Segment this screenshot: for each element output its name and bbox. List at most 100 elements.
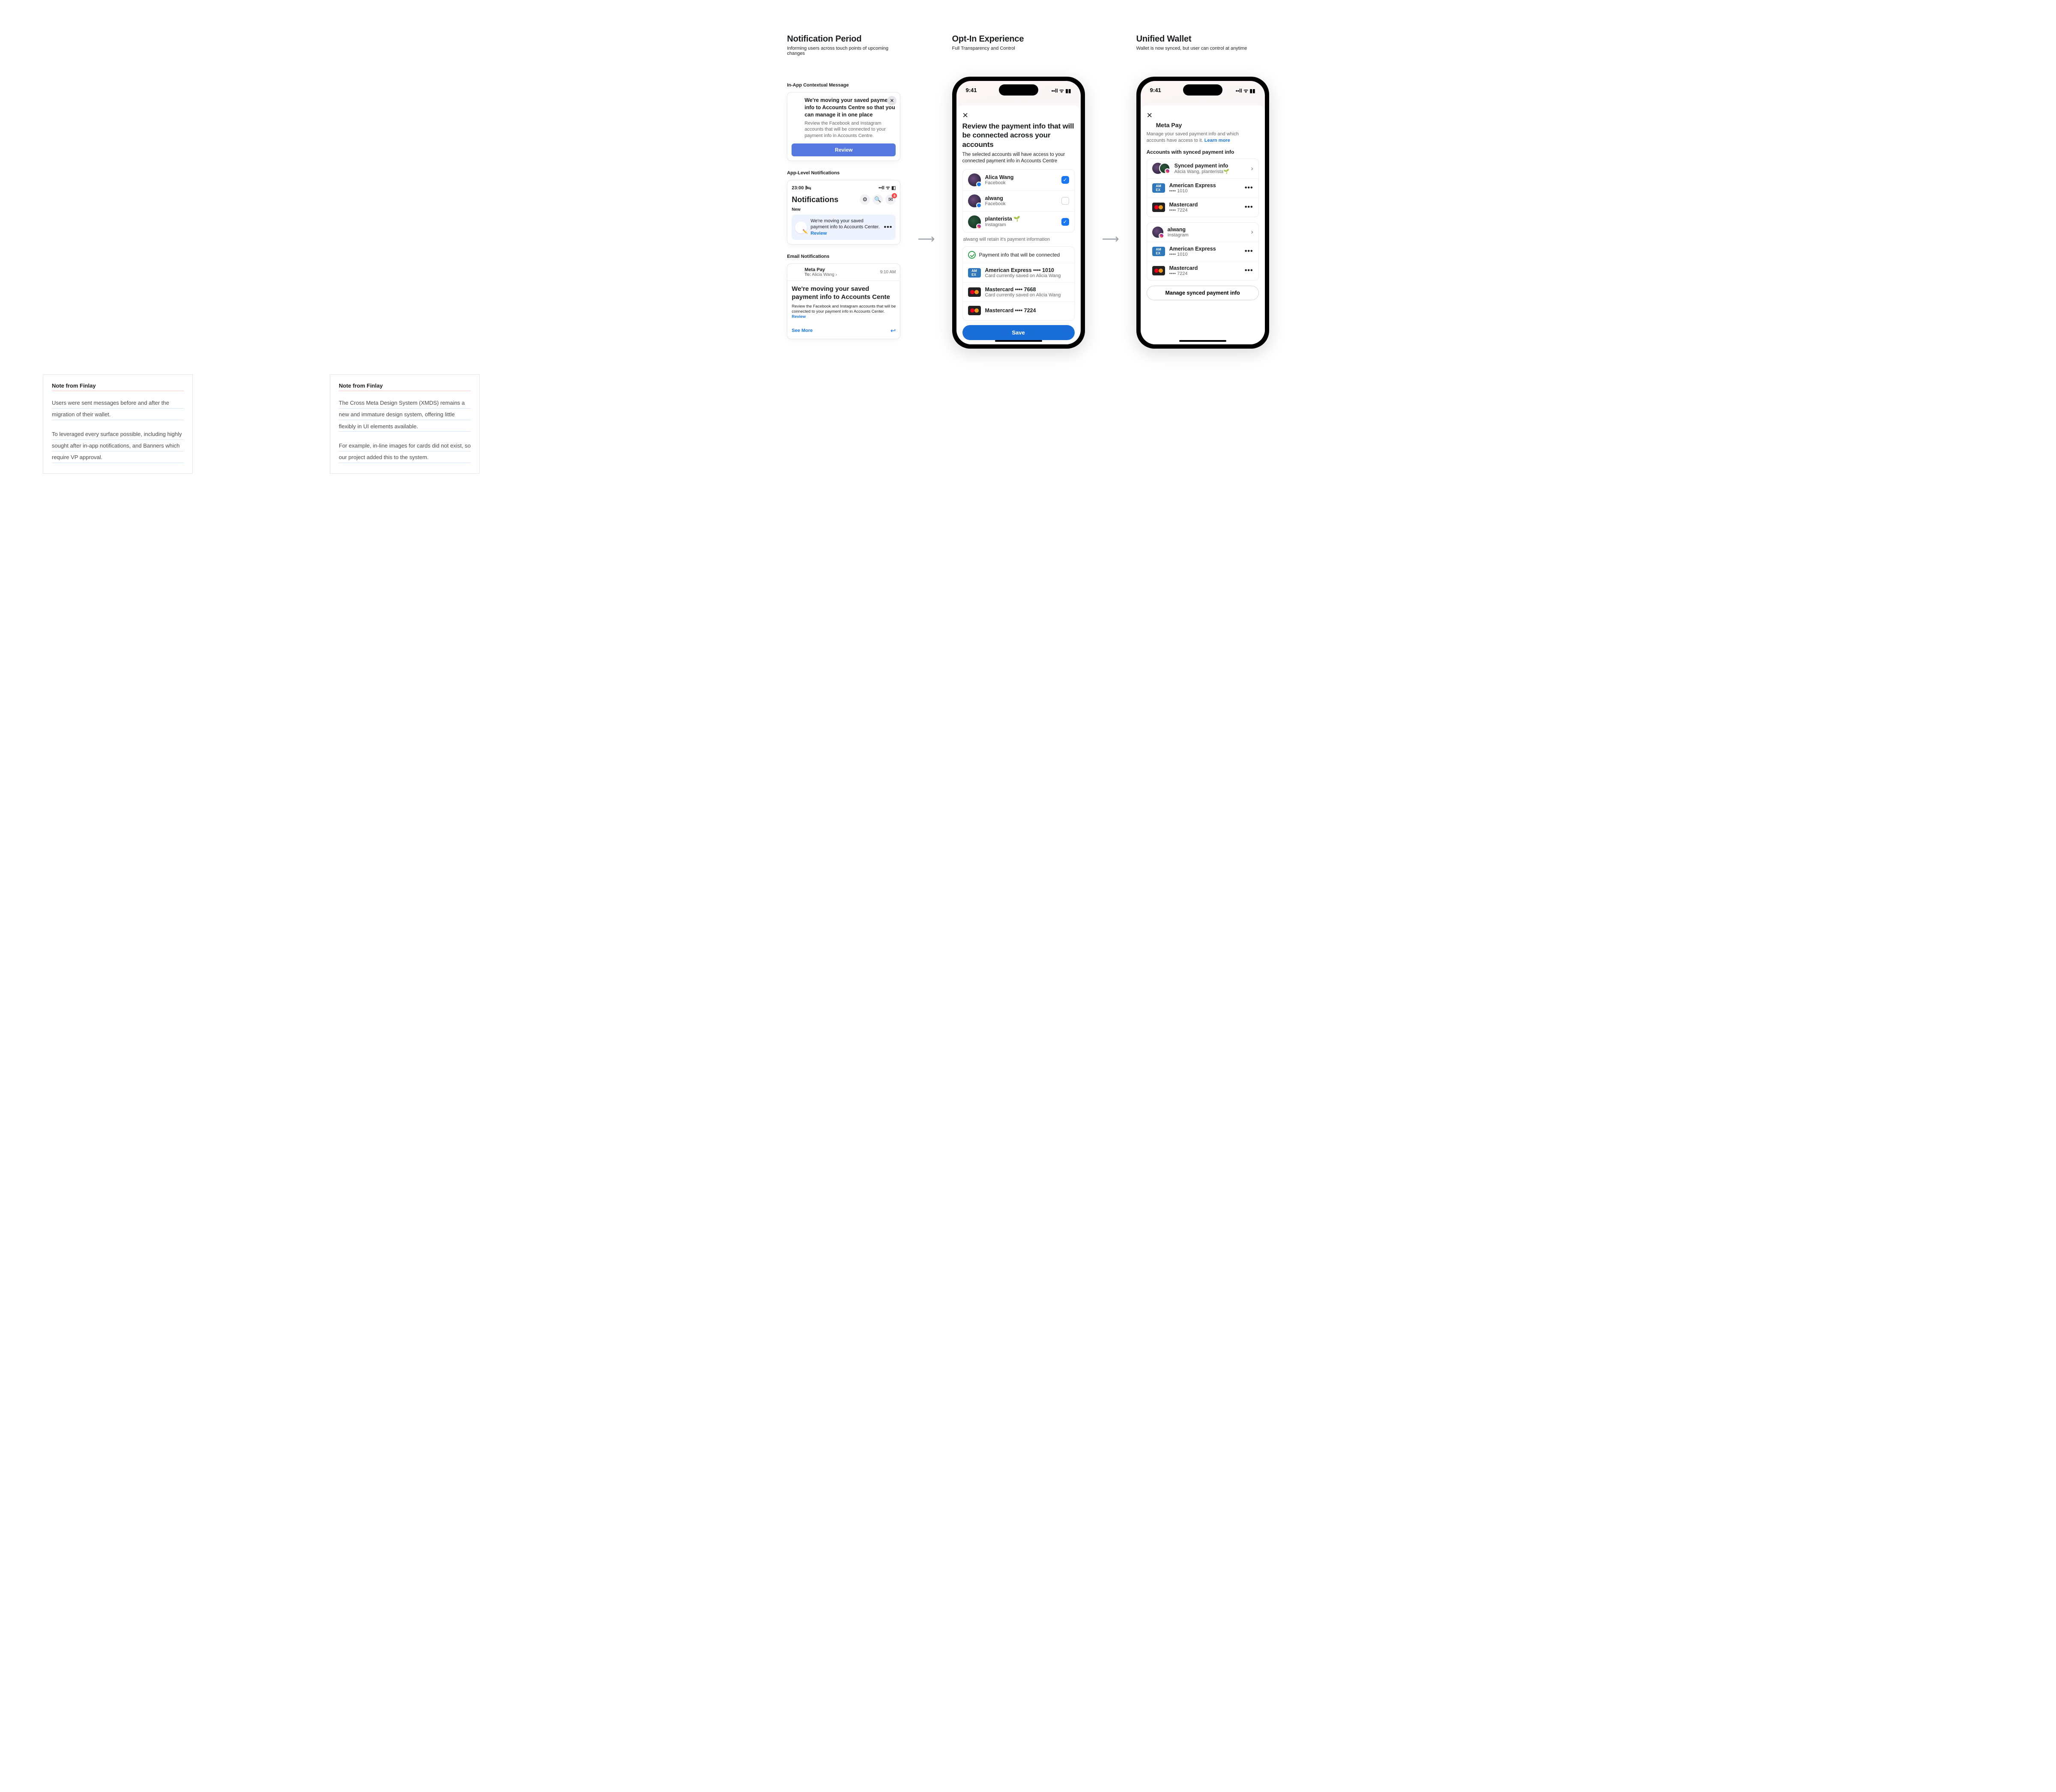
- note-card: Note from Finlay Users were sent message…: [43, 374, 193, 474]
- platform-dot-icon: [976, 224, 982, 229]
- review-link[interactable]: Review: [810, 231, 827, 236]
- banner-title: We're moving your saved payment info to …: [804, 97, 896, 119]
- row-title: alwang: [1168, 227, 1247, 233]
- checkbox[interactable]: ✓: [1061, 218, 1069, 226]
- notes-row: Note from Finlay Users were sent message…: [26, 374, 2030, 474]
- card-title: Mastercard: [1169, 265, 1240, 271]
- manage-lead: Manage your saved payment info and which…: [1147, 131, 1259, 144]
- manage-synced-button[interactable]: Manage synced payment info: [1147, 286, 1259, 300]
- note-title: Note from Finlay: [52, 382, 184, 391]
- section-title: Notification Period: [787, 34, 900, 44]
- learn-more-link[interactable]: Learn more: [1204, 138, 1230, 143]
- synced-subheading: Accounts with synced payment info: [1147, 149, 1259, 155]
- status-icons: ••ll ᯤ ▮▮: [1236, 87, 1255, 94]
- hint-text: alwang will retain it's payment informat…: [963, 237, 1074, 242]
- amex-card-icon: AMEX: [1152, 247, 1165, 256]
- mc-card-icon: [1152, 266, 1165, 275]
- arrow-icon: ⟶: [917, 232, 935, 246]
- card-sub: Card currently saved on Alicia Wang: [985, 273, 1069, 278]
- banner-body: Review the Facebook and Instagram accoun…: [804, 120, 896, 140]
- search-icon[interactable]: 🔍: [873, 194, 883, 205]
- accounts-list: Alica Wang Facebook ✓ alwang Facebook pl…: [962, 169, 1075, 233]
- meta-logo-icon: [792, 268, 801, 277]
- email-time: 9:10 AM: [880, 270, 896, 275]
- status-time: 23:00 🛏: [792, 185, 811, 191]
- review-link[interactable]: Review: [792, 314, 806, 319]
- connected-header: Payment info that will be connected: [963, 247, 1074, 263]
- card-row: Mastercard •••• 7224: [963, 302, 1074, 319]
- section-sub: Informing users across touch points of u…: [787, 46, 900, 56]
- platform-dot-icon: [1159, 233, 1164, 239]
- card-title: American Express: [1169, 246, 1240, 252]
- subheading-applevel: App-Level Notifications: [787, 170, 900, 176]
- more-icon[interactable]: •••: [1245, 184, 1253, 192]
- account-row[interactable]: Alica Wang Facebook ✓: [963, 170, 1074, 191]
- status-time: 9:41: [966, 87, 977, 94]
- phone-mock-optin: 9:41 ••ll ᯤ ▮▮ ✕ Review the payment info…: [952, 77, 1085, 349]
- more-icon[interactable]: •••: [1245, 203, 1253, 211]
- app-notifications-card: 23:00 🛏 ••ll ᯤ ◧ Notifications ⚙ 🔍 ✉8 Ne…: [787, 180, 900, 245]
- card-row[interactable]: AMEX American Express •••• 1010 •••: [1147, 242, 1258, 261]
- canvas: Notification Period Informing users acro…: [26, 34, 2030, 349]
- meta-logo-icon: [792, 98, 801, 105]
- email-subject: We're moving your saved payment info to …: [792, 285, 896, 302]
- avatar: [1159, 163, 1170, 174]
- reply-icon[interactable]: ↩︎: [891, 327, 896, 335]
- chevron-right-icon: ›: [1251, 228, 1253, 236]
- notifications-heading: Notifications: [792, 195, 838, 204]
- card-row[interactable]: Mastercard •••• 7224 •••: [1147, 261, 1258, 280]
- meta-pay-brand: Meta Pay: [1147, 122, 1259, 128]
- badge: 8: [892, 193, 897, 198]
- card-row[interactable]: AMEX American Express •••• 1010 •••: [1147, 179, 1258, 198]
- save-button[interactable]: Save: [962, 325, 1075, 340]
- email-from: Meta Pay: [804, 267, 837, 272]
- avatar: [968, 215, 981, 228]
- chevron-right-icon: ›: [1251, 165, 1253, 172]
- account-name: Alica Wang: [985, 174, 1057, 180]
- section-sub: Full Transparency and Control: [952, 46, 1085, 51]
- account-name: planterista 🌱: [985, 216, 1057, 222]
- close-icon[interactable]: ✕: [1147, 111, 1154, 119]
- synced-header-row[interactable]: alwang Instagram ›: [1147, 223, 1258, 242]
- card-sub: Card currently saved on Alicia Wang: [985, 293, 1069, 298]
- account-row[interactable]: planterista 🌱 Instagram ✓: [963, 212, 1074, 232]
- note-para: For example, in-line images for cards di…: [339, 440, 471, 463]
- subheading-inapp: In-App Contextual Message: [787, 83, 900, 88]
- connected-cards-list: Payment info that will be connected AMEX…: [962, 246, 1075, 321]
- avatar: [1152, 227, 1163, 238]
- see-more-link[interactable]: See More: [792, 328, 813, 333]
- inapp-banner: We're moving your saved payment info to …: [787, 92, 900, 161]
- avatar: [968, 194, 981, 207]
- row-sub: Alicia Wang, planterista🌱: [1174, 169, 1247, 174]
- col-optin: Opt-In Experience Full Transparency and …: [952, 34, 1085, 349]
- checkbox[interactable]: [1061, 197, 1069, 205]
- card-title: American Express: [1169, 182, 1240, 188]
- phone-mock-wallet: 9:41 ••ll ᯤ ▮▮ ✕ Meta Pay Manage your sa…: [1136, 77, 1269, 349]
- more-icon[interactable]: •••: [884, 224, 893, 231]
- amex-card-icon: AMEX: [968, 268, 981, 278]
- messenger-icon[interactable]: ✉8: [885, 194, 896, 205]
- more-icon[interactable]: •••: [1245, 267, 1253, 275]
- more-icon[interactable]: •••: [1245, 248, 1253, 255]
- amex-card-icon: AMEX: [1152, 183, 1165, 193]
- status-time: 9:41: [1150, 87, 1161, 94]
- mc-card-icon: [968, 306, 981, 315]
- gear-icon[interactable]: ⚙: [860, 194, 870, 205]
- row-title: Synced payment info: [1174, 163, 1247, 169]
- card-title: Mastercard •••• 7224: [985, 308, 1069, 314]
- notification-text: We're moving your saved payment info to …: [810, 218, 880, 236]
- note-title: Note from Finlay: [339, 382, 471, 391]
- account-row[interactable]: alwang Facebook: [963, 191, 1074, 212]
- close-icon[interactable]: ✕: [962, 111, 970, 119]
- connected-header-label: Payment info that will be connected: [979, 252, 1060, 258]
- card-row[interactable]: Mastercard •••• 7224 •••: [1147, 198, 1258, 217]
- row-sub: Instagram: [1168, 233, 1247, 238]
- checkbox[interactable]: ✓: [1061, 176, 1069, 184]
- synced-header-row[interactable]: Synced payment info Alicia Wang, planter…: [1147, 159, 1258, 179]
- card-sub: •••• 1010: [1169, 252, 1240, 257]
- dynamic-island: [999, 84, 1038, 96]
- note-para: Users were sent messages before and afte…: [52, 397, 184, 421]
- notification-item[interactable]: ✏️ We're moving your saved payment info …: [792, 215, 896, 240]
- note-para: To leveraged every surface possible, inc…: [52, 428, 184, 463]
- review-button[interactable]: Review: [792, 143, 896, 156]
